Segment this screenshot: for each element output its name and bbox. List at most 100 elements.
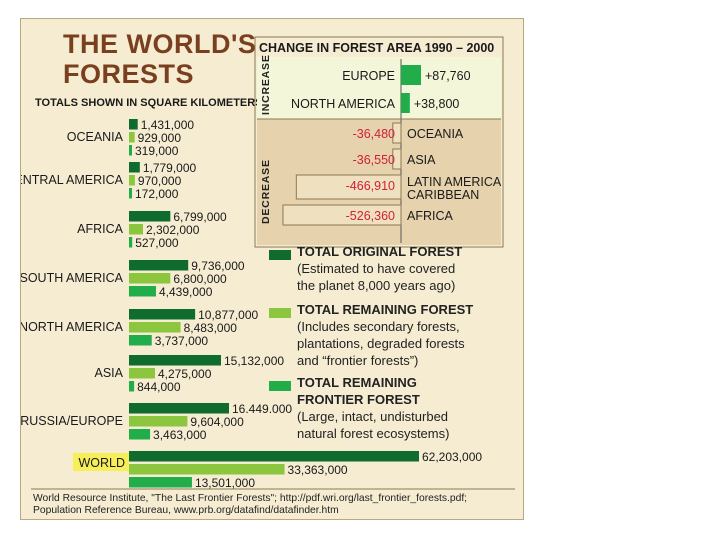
bar-total-remaining-forest-africa	[129, 224, 143, 235]
change-value-north-america: +38,800	[414, 97, 460, 111]
change-bar-oceania	[392, 122, 402, 144]
legend-line: (Large, intact, undisturbed	[297, 409, 449, 424]
footnote-line1: World Resource Institute, "The Last Fron…	[33, 493, 468, 504]
category-label-north-america: NORTH AMERICA	[21, 320, 124, 334]
legend-heading: TOTAL ORIGINAL FOREST	[297, 244, 463, 259]
legend-swatch-total-remaining-forest	[269, 308, 291, 318]
legend-heading-2: FRONTIER FOREST	[297, 392, 420, 407]
bar-total-remaining-frontier-forest-south-america	[129, 286, 156, 297]
value-label-total-original-forest-north-america: 10,877,000	[198, 308, 258, 322]
value-label-total-remaining-frontier-forest-world: 13,501,000	[195, 476, 255, 490]
bar-total-original-forest-asia	[129, 355, 221, 366]
page-title: THE WORLD'S FORESTS	[63, 29, 256, 89]
bar-total-remaining-forest-central-america	[129, 175, 135, 186]
legend-line: natural forest ecosystems)	[297, 426, 450, 441]
category-label-central-america: CENTRAL AMERICA	[21, 173, 124, 187]
value-label-total-remaining-frontier-forest-asia: 844,000	[137, 380, 181, 394]
legend-line: (Includes secondary forests,	[297, 319, 460, 334]
value-label-total-remaining-frontier-forest-north-america: 3,737,000	[155, 334, 209, 348]
bar-total-remaining-frontier-forest-oceania	[129, 145, 132, 156]
legend-heading: TOTAL REMAINING	[297, 375, 417, 390]
value-label-total-remaining-forest-asia: 4,275,000	[158, 367, 212, 381]
change-bar-north-america	[401, 93, 410, 113]
value-label-total-original-forest-asia: 15,132,000	[224, 354, 284, 368]
bar-total-remaining-forest-russia-europe	[129, 416, 188, 427]
bar-total-original-forest-oceania	[129, 119, 138, 130]
chart-subtitle: TOTALS SHOWN IN SQUARE KILOMETERS	[35, 97, 263, 109]
value-label-total-remaining-frontier-forest-central-america: 172,000	[135, 187, 179, 201]
change-region-oceania: OCEANIA	[407, 127, 464, 141]
value-label-total-original-forest-africa: 6,799,000	[173, 210, 227, 224]
footnote-line2: Population Reference Bureau, www.prb.org…	[33, 505, 339, 516]
bar-total-remaining-frontier-forest-asia	[129, 381, 135, 392]
value-label-total-original-forest-south-america: 9,736,000	[191, 259, 245, 273]
value-label-total-remaining-frontier-forest-oceania: 319,000	[135, 144, 179, 158]
decrease-group-label: DECREASE	[260, 159, 272, 224]
legend-text-original: TOTAL ORIGINAL FOREST (Estimated to have…	[297, 243, 462, 294]
value-label-total-original-forest-oceania: 1,431,000	[141, 118, 195, 132]
change-value-oceania: -36,480	[353, 127, 395, 141]
legend-heading: TOTAL REMAINING FOREST	[297, 302, 474, 317]
bar-total-remaining-forest-asia	[129, 368, 155, 379]
value-label-total-remaining-forest-north-america: 8,483,000	[184, 321, 238, 335]
bar-total-remaining-frontier-forest-africa	[129, 237, 133, 248]
value-label-total-remaining-frontier-forest-south-america: 4,439,000	[159, 285, 213, 299]
change-value-africa: -526,360	[346, 209, 395, 223]
bar-total-original-forest-africa	[129, 211, 171, 222]
value-label-total-remaining-forest-russia-europe: 9,604,000	[190, 415, 244, 429]
change-chart-title: CHANGE IN FOREST AREA 1990 – 2000	[259, 41, 495, 55]
value-label-total-original-forest-world: 62,203,000	[422, 450, 482, 464]
bar-total-remaining-forest-north-america	[129, 322, 181, 333]
value-label-total-original-forest-central-america: 1,779,000	[143, 161, 197, 175]
source-footnote: World Resource Institute, "The Last Fron…	[33, 493, 467, 517]
value-label-total-original-forest-russia-europe: 16.449.000	[232, 402, 292, 416]
change-region-africa: AFRICA	[407, 209, 454, 223]
category-label-asia: ASIA	[95, 366, 124, 380]
category-label-world: WORLD	[78, 456, 125, 470]
increase-panel	[257, 57, 501, 119]
title-line2: FORESTS	[63, 59, 195, 89]
value-label-total-remaining-forest-central-america: 970,000	[138, 174, 182, 188]
bar-total-remaining-frontier-forest-russia-europe	[129, 429, 151, 440]
value-label-total-remaining-forest-oceania: 929,000	[138, 131, 182, 145]
infographic-panel: THE WORLD'S FORESTS TOTALS SHOWN IN SQUA…	[20, 18, 524, 520]
change-region-europe: EUROPE	[342, 69, 395, 83]
bar-total-remaining-frontier-forest-north-america	[129, 335, 152, 346]
value-label-total-remaining-forest-africa: 2,302,000	[146, 223, 200, 237]
bar-total-original-forest-south-america	[129, 260, 189, 271]
change-value-europe: +87,760	[425, 69, 471, 83]
change-region-latin-america-caribbean-line2: CARIBBEAN	[407, 188, 479, 202]
bar-total-remaining-frontier-forest-central-america	[129, 188, 132, 199]
legend-line: and “frontier forests”)	[297, 353, 419, 368]
bar-total-remaining-frontier-forest-world	[129, 477, 192, 488]
bar-total-original-forest-north-america	[129, 309, 196, 320]
bar-total-original-forest-world	[129, 451, 419, 462]
change-bar-latin-america-caribbean	[295, 174, 402, 200]
category-label-south-america: SOUTH AMERICA	[21, 271, 124, 285]
category-label-oceania: OCEANIA	[67, 130, 124, 144]
change-region-north-america: NORTH AMERICA	[291, 97, 396, 111]
value-label-total-remaining-frontier-forest-africa: 527,000	[135, 236, 179, 250]
change-bar-asia	[392, 148, 402, 170]
legend-line: (Estimated to have covered	[297, 261, 456, 276]
legend-line: plantations, degraded forests	[297, 336, 465, 351]
legend-line: the planet 8,000 years ago)	[297, 278, 456, 293]
change-value-asia: -36,550	[353, 153, 395, 167]
value-label-total-remaining-forest-world: 33,363,000	[288, 463, 348, 477]
legend-swatch-total-remaining	[269, 381, 291, 391]
change-region-asia: ASIA	[407, 153, 436, 167]
forest-chart: INCREASE DECREASE OCEANIA 1,431,000929,00…	[21, 36, 515, 490]
change-bar-europe	[401, 65, 421, 85]
world-highlight	[73, 453, 129, 471]
bar-total-remaining-forest-south-america	[129, 273, 171, 284]
legend-swatch-total-original-forest	[269, 250, 291, 260]
bar-total-remaining-forest-world	[129, 464, 285, 475]
value-label-total-remaining-frontier-forest-russia-europe: 3,463,000	[153, 428, 207, 442]
legend-text-frontier: TOTAL REMAINING FRONTIER FOREST (Large, …	[297, 374, 449, 442]
title-line1: THE WORLD'S	[63, 29, 257, 59]
bar-total-original-forest-russia-europe	[129, 403, 229, 414]
change-bar-africa	[282, 204, 402, 226]
category-label-africa: AFRICA	[77, 222, 124, 236]
increase-group-label: INCREASE	[260, 54, 272, 115]
bar-total-original-forest-central-america	[129, 162, 140, 173]
